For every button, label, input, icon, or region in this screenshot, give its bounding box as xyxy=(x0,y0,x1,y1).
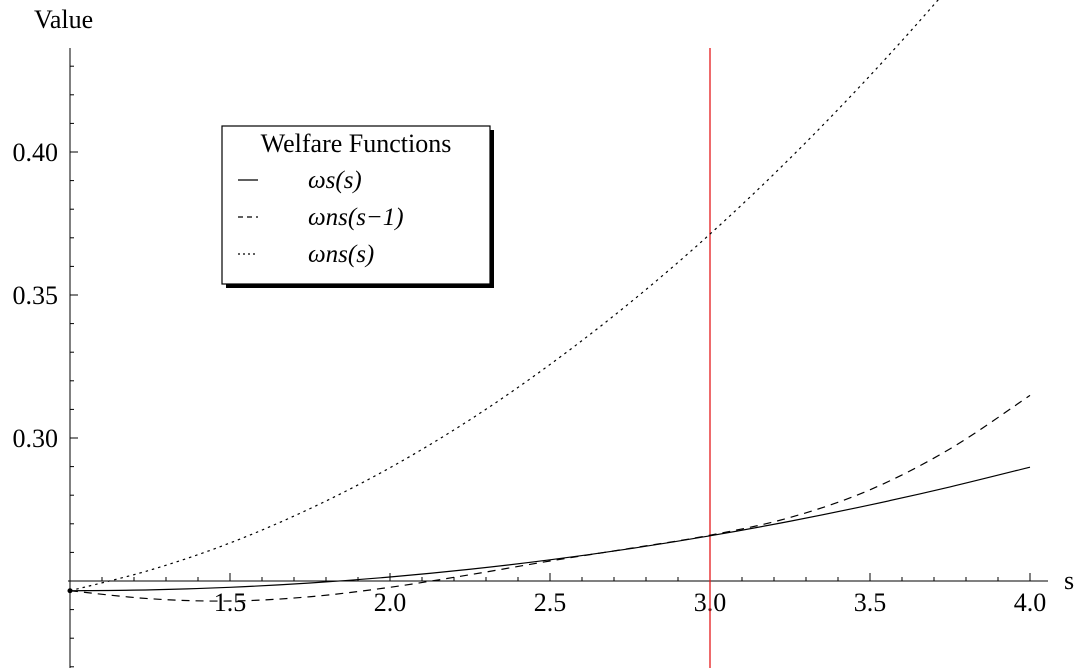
legend-label-omega-ns: ωns(s) xyxy=(308,241,374,268)
legend-title: Welfare Functions xyxy=(261,129,452,158)
legend-label-omega-s: ωs(s) xyxy=(308,167,362,194)
legend-box xyxy=(221,125,491,285)
x-tick-label: 1.5 xyxy=(214,588,247,617)
start-point-marker xyxy=(67,588,73,594)
series-omega-s xyxy=(69,466,1031,592)
x-tick-label: 4.0 xyxy=(1014,588,1047,617)
y-axis-label: Value xyxy=(34,5,93,34)
x-tick-label: 2.5 xyxy=(534,588,567,617)
legend-label-omega-ns-shifted: ωns(s−1) xyxy=(308,204,404,231)
x-tick-label: 3.5 xyxy=(854,588,887,617)
series-omega-ns-shifted xyxy=(69,394,1031,602)
series-omega-ns xyxy=(69,0,939,592)
y-tick-label: 0.30 xyxy=(13,424,59,453)
x-tick-label: 2.0 xyxy=(374,588,407,617)
x-axis-label: s xyxy=(1064,566,1074,595)
y-tick-label: 0.35 xyxy=(13,281,59,310)
y-tick-label: 0.40 xyxy=(13,138,59,167)
